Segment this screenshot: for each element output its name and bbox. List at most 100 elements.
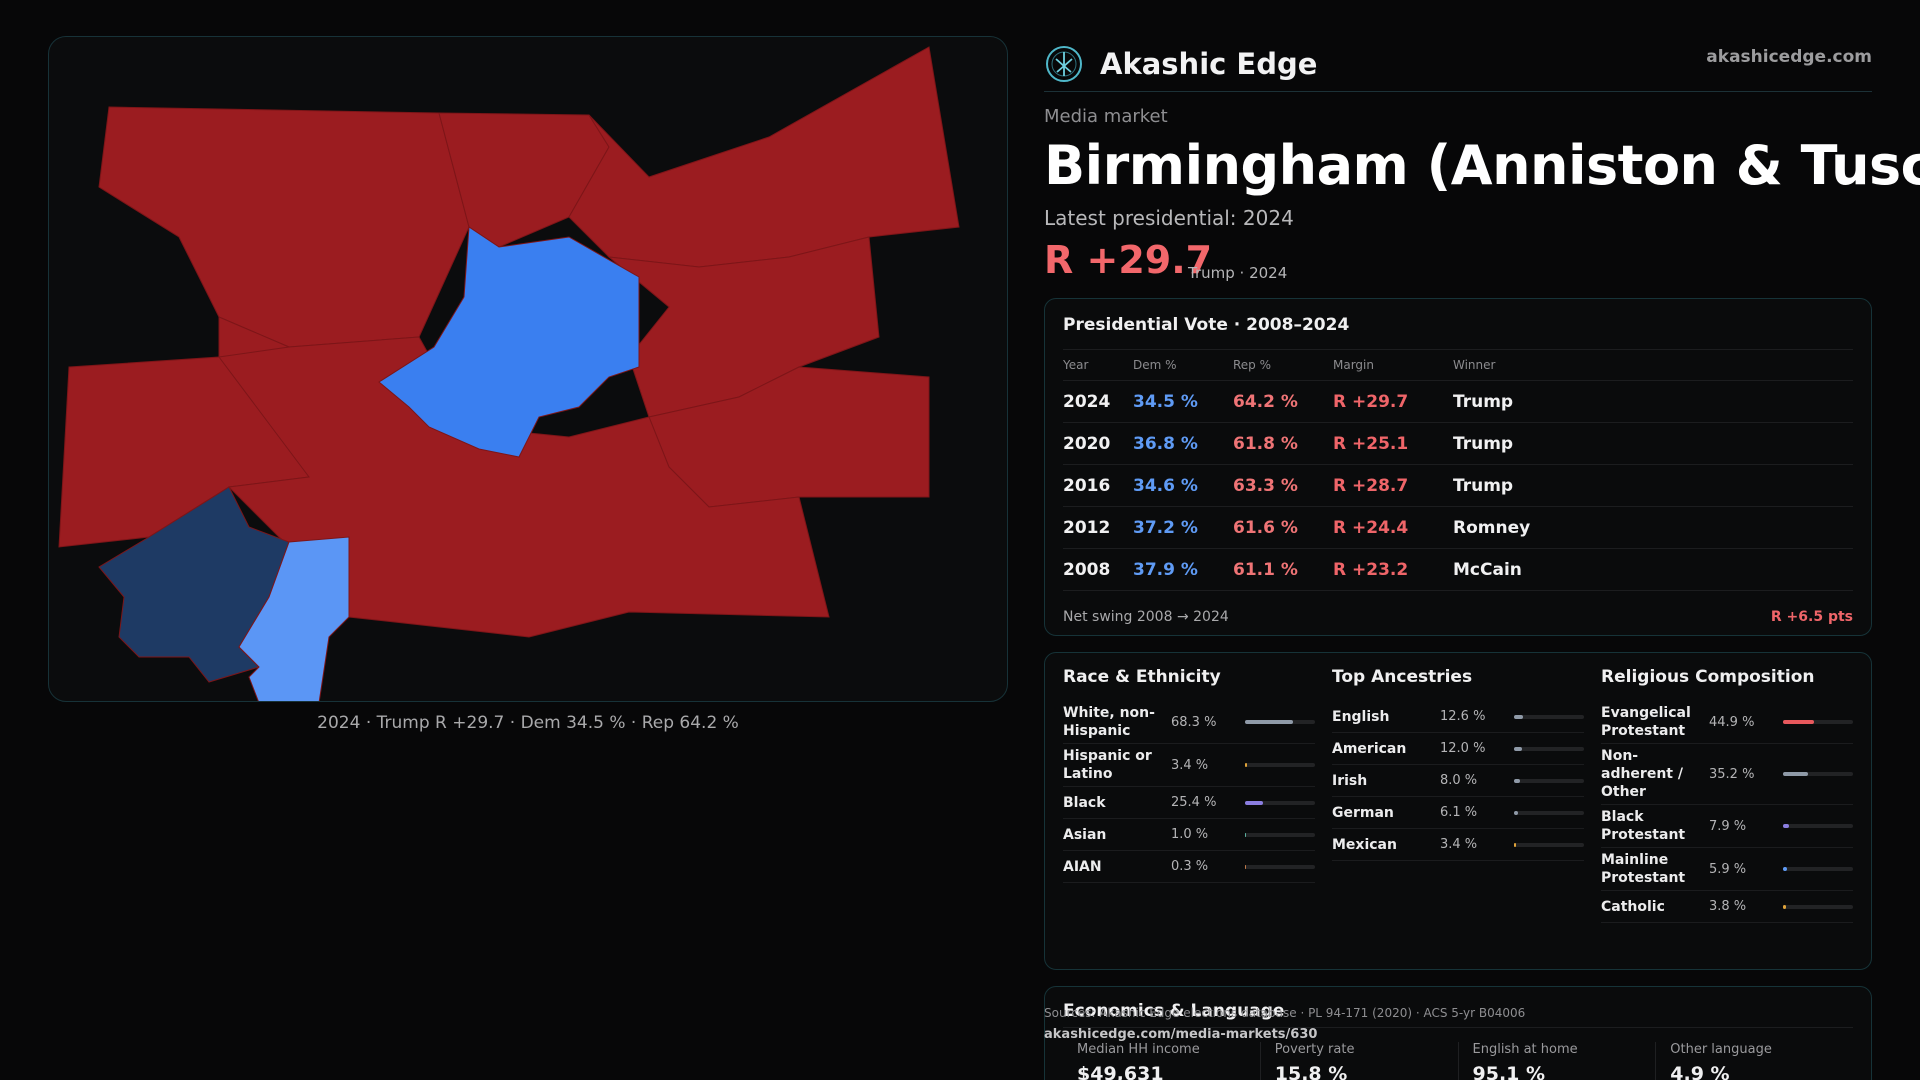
race-list: White, non-Hispanic 68.3 % Hispanic or Lat… [1063, 701, 1315, 883]
latest-presidential-label: Latest presidential: 2024 [1044, 206, 1294, 230]
item-value: 1.0 % [1171, 827, 1209, 842]
item-bar-fill [1514, 746, 1523, 751]
table-row: 2008 37.9 % 61.1 % R +23.2 McCain [1063, 549, 1853, 591]
item-value: 3.4 % [1171, 757, 1209, 773]
item-bar [1245, 832, 1315, 837]
cell-rep: 64.2 % [1233, 391, 1298, 412]
vote-table-header: Year Dem % Rep % Margin Winner [1063, 349, 1853, 381]
list-item: White, non-Hispanic 68.3 % [1063, 701, 1315, 744]
cell-year: 2016 [1063, 475, 1111, 496]
item-bar [1783, 904, 1853, 909]
list-item: AIAN 0.3 % [1063, 851, 1315, 883]
cell-margin: R +24.4 [1333, 517, 1409, 538]
table-row: 2024 34.5 % 64.2 % R +29.7 Trump [1063, 381, 1853, 423]
item-bar-fill [1514, 842, 1517, 847]
permalink[interactable]: akashicedge.com/media-markets/630 [1044, 1027, 1318, 1042]
header-year: Year [1063, 358, 1089, 372]
table-row: 2020 36.8 % 61.8 % R +25.1 Trump [1063, 423, 1853, 465]
brand-header: Akashic Edge akashicedge.com [1044, 36, 1872, 92]
item-value: 3.8 % [1709, 899, 1747, 914]
cell-margin: R +23.2 [1333, 559, 1409, 580]
item-value: 0.3 % [1171, 859, 1209, 874]
item-label: Mainline Protestant [1601, 852, 1686, 886]
ancestry-list: English 12.6 % American 12.0 % Irish 8.0 % Ger… [1332, 701, 1584, 861]
econ-label: Median HH income [1077, 1042, 1200, 1057]
cell-dem: 36.8 % [1133, 433, 1198, 454]
county-north-west[interactable] [98, 106, 470, 348]
cell-winner: Trump [1453, 433, 1514, 454]
net-swing: Net swing 2008 → 2024 R +6.5 pts [1063, 609, 1853, 625]
item-label: German [1332, 804, 1394, 821]
market-kind: Media market [1044, 106, 1168, 127]
header-dem: Dem % [1133, 358, 1177, 372]
cell-rep: 61.8 % [1233, 433, 1298, 454]
map-caption: 2024 · Trump R +29.7 · Dem 34.5 % · Rep … [317, 713, 739, 733]
econ-value: 4.9 % [1670, 1063, 1730, 1080]
cell-year: 2020 [1063, 433, 1111, 454]
item-bar-fill [1783, 904, 1786, 909]
county-jefferson[interactable] [378, 226, 640, 458]
item-bar [1245, 864, 1315, 869]
list-item: Black 25.4 % [1063, 787, 1315, 819]
item-label: Irish [1332, 772, 1368, 789]
cell-winner: McCain [1453, 559, 1522, 580]
item-label: Evangelical Protestant [1601, 705, 1691, 739]
page-title: Birmingham (Anniston & Tuscaloosa) [1044, 134, 1920, 197]
item-bar-fill [1783, 720, 1815, 724]
econ-cell: Poverty rate 15.8 % [1259, 1042, 1458, 1080]
item-bar-fill [1245, 720, 1293, 724]
item-bar [1783, 824, 1853, 828]
cell-year: 2008 [1063, 559, 1111, 580]
tree-of-life-icon [1046, 45, 1082, 82]
net-swing-label: Net swing 2008 → 2024 [1063, 609, 1229, 625]
econ-cell: Median HH income $49,631 [1063, 1042, 1260, 1080]
item-value: 7.9 % [1709, 818, 1747, 834]
header-winner: Winner [1453, 358, 1496, 372]
economics-title: Economics & Language [1063, 1001, 1853, 1028]
header-margin: Margin [1333, 358, 1374, 372]
race-column: Race & Ethnicity White, non-Hispanic 68.3… [1063, 667, 1315, 883]
item-bar-fill [1514, 778, 1520, 783]
county-south-center[interactable] [238, 536, 350, 702]
cell-dem: 34.5 % [1133, 391, 1198, 412]
item-value: 68.3 % [1171, 714, 1217, 730]
cell-year: 2012 [1063, 517, 1111, 538]
brand-url-link[interactable]: akashicedge.com [1706, 47, 1872, 67]
item-bar-fill [1783, 867, 1788, 871]
econ-label: Other language [1670, 1042, 1772, 1057]
county-south-west[interactable] [98, 486, 290, 683]
cell-dem: 34.6 % [1133, 475, 1198, 496]
latest-margin: R +29.7 [1044, 238, 1213, 282]
item-value: 6.1 % [1440, 805, 1478, 820]
county-north-east[interactable] [568, 46, 960, 268]
list-item: Black Protestant 7.9 % [1601, 805, 1853, 848]
list-item: Evangelical Protestant 44.9 % [1601, 701, 1853, 744]
item-value: 3.4 % [1440, 837, 1478, 852]
religion-title: Religious Composition [1601, 667, 1815, 687]
county-map-svg[interactable] [49, 37, 1008, 702]
list-item: American 12.0 % [1332, 733, 1584, 765]
list-item: Mexican 3.4 % [1332, 829, 1584, 861]
item-bar [1783, 720, 1853, 724]
cell-winner: Romney [1453, 517, 1531, 538]
item-label: Non-adherent / Other [1601, 748, 1683, 800]
item-bar-fill [1245, 763, 1248, 767]
item-label: English [1332, 708, 1390, 725]
market-map[interactable] [48, 36, 1008, 702]
religion-list: Evangelical Protestant 44.9 % Non-adherent… [1601, 701, 1853, 923]
item-bar [1514, 714, 1584, 719]
cell-dem: 37.9 % [1133, 559, 1198, 580]
item-bar [1783, 772, 1853, 776]
item-bar [1514, 746, 1584, 751]
list-item: Mainline Protestant 5.9 % [1601, 848, 1853, 891]
item-bar [1514, 810, 1584, 815]
item-label: Catholic [1601, 898, 1665, 915]
cell-rep: 61.6 % [1233, 517, 1298, 538]
item-value: 12.6 % [1440, 709, 1486, 724]
brand-name: Akashic Edge [1100, 46, 1318, 81]
item-bar-fill [1783, 772, 1808, 776]
cell-rep: 61.1 % [1233, 559, 1298, 580]
item-bar [1245, 763, 1315, 767]
item-bar-fill [1783, 824, 1789, 828]
cell-winner: Trump [1453, 475, 1514, 496]
